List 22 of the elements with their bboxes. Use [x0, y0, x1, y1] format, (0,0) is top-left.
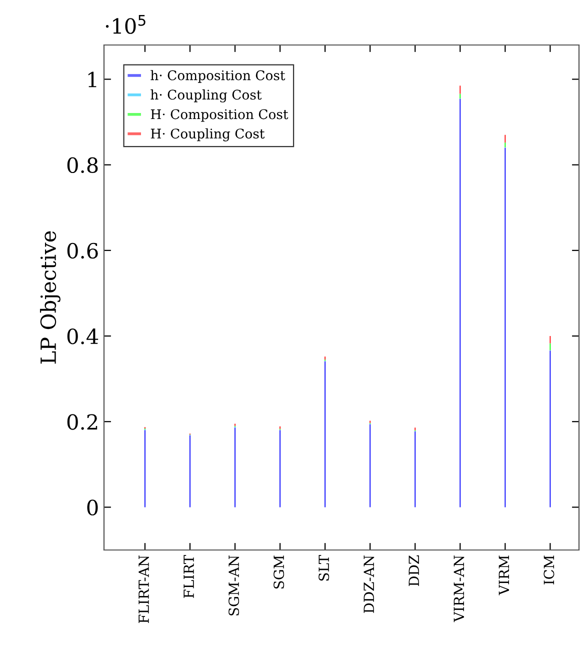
legend-label: H· Coupling Cost — [150, 128, 265, 142]
y-tick-label: 0.2 — [67, 414, 98, 430]
x-tick-label: VIRM-AN — [454, 555, 464, 622]
x-tick-label: VIRM — [498, 556, 509, 596]
x-tick-label: ICM — [544, 556, 554, 584]
legend-label: H· Composition Cost — [150, 109, 288, 122]
y-axis-title: LP Objective — [40, 231, 60, 364]
y-tick-label: 0 — [87, 500, 98, 516]
y-tick-label: 0.4 — [67, 328, 98, 344]
x-tick-label: DDZ-AN — [364, 555, 374, 613]
x-tick-label: FLIRT — [184, 555, 194, 598]
x-tick-label: DDZ — [408, 555, 419, 586]
x-tick-label: SLT — [318, 554, 330, 581]
x-tick-label: SGM-AN — [228, 555, 240, 616]
y-tick-label: 0.6 — [67, 242, 98, 259]
y-tick-label: 1 — [88, 72, 96, 88]
x-tick-label: SGM — [274, 556, 284, 589]
x-tick-label: FLIRT-AN — [138, 555, 149, 624]
legend-label: h· Coupling Cost — [150, 89, 262, 102]
y-tick-label: 0.8 — [67, 157, 98, 174]
text: ·10$^{5}$ — [106, 15, 146, 34]
legend-label: h· Composition Cost — [150, 70, 286, 83]
